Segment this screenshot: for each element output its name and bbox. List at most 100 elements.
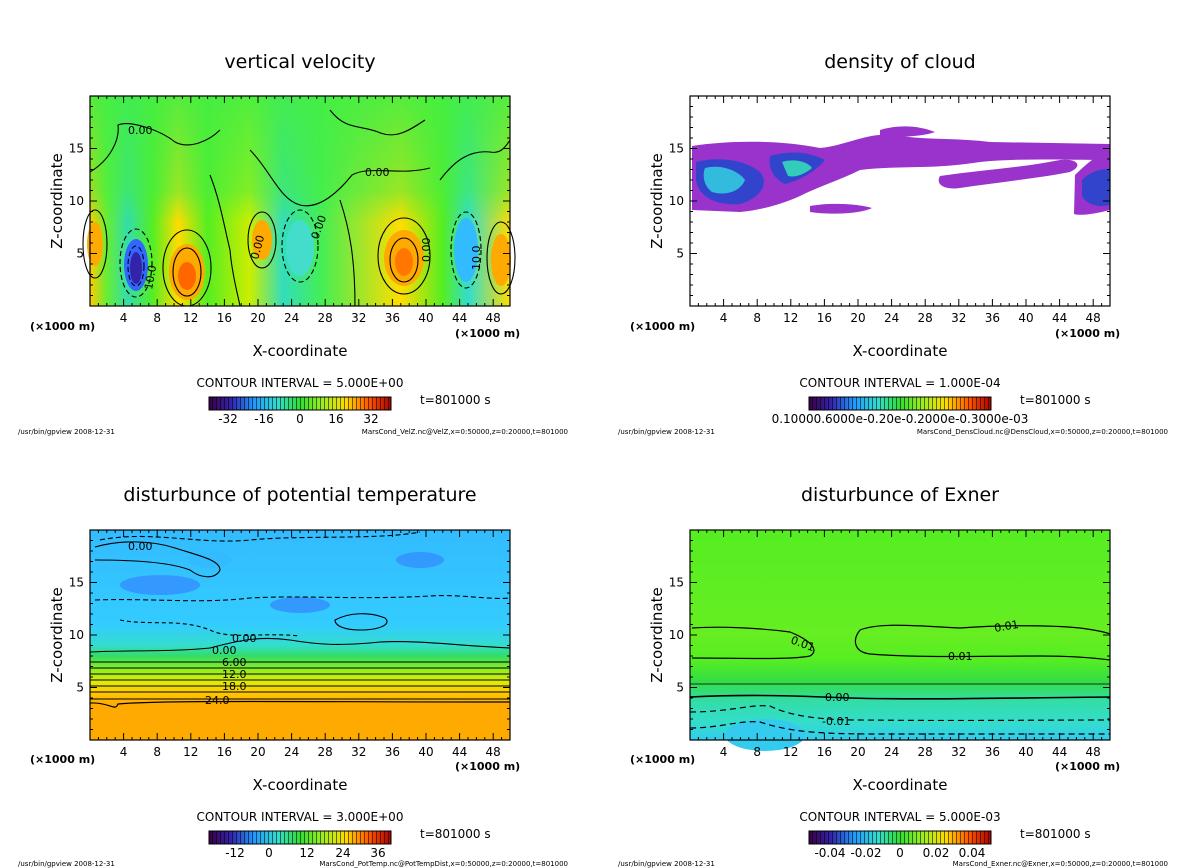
field-fill: [690, 530, 1110, 740]
x-axis-label: X-coordinate: [853, 342, 948, 360]
x-tick-label: 44: [452, 311, 467, 325]
y-tick-label: 15: [69, 142, 84, 156]
plot-area: 0.00 0.00 0.00 0.00 0.00 10.0 10.0: [82, 95, 516, 307]
colorbar-tick: 0.04: [959, 846, 986, 860]
contour-label: 0.00: [365, 166, 390, 179]
x-tick-label: 20: [250, 745, 265, 759]
y-tick-label: 5: [76, 247, 84, 261]
colorbar-divisions: [809, 397, 991, 410]
cold-patch: [396, 552, 444, 568]
x-tick-label: 36: [385, 311, 400, 325]
x-tick-label: 4: [120, 745, 128, 759]
footer-left: /usr/bin/gpview 2008-12-31: [618, 428, 715, 436]
x-tick-label: 16: [217, 311, 232, 325]
x-tick-label: 32: [351, 745, 366, 759]
x-unit-label-right: (×1000 m): [455, 327, 520, 340]
time-label: t=801000 s: [1020, 827, 1091, 841]
colorbar-tick: -0.04: [814, 846, 845, 860]
x-tick-label: 4: [720, 311, 728, 325]
colorbar-tick: 32: [363, 412, 378, 426]
contour-label: 0.00: [128, 124, 153, 137]
panel-exner: disturbunce of Exner 0.01 0.01 0.01 0.00…: [618, 484, 1168, 868]
contour-label: 0.00: [212, 644, 237, 657]
colorbar-tick: 0: [296, 412, 304, 426]
y-tick-label: 5: [676, 247, 684, 261]
x-tick-label: 40: [418, 745, 433, 759]
x-tick-label: 24: [884, 745, 899, 759]
cloud-fragment: [810, 203, 872, 214]
x-tick-label: 8: [153, 745, 161, 759]
footer-right: MarsCond_Exner.nc@Exner,x=0:50000,z=0:20…: [953, 860, 1168, 868]
contour-label: 10.0: [142, 264, 159, 290]
colorbar-frame: [208, 830, 392, 845]
footer-left: /usr/bin/gpview 2008-12-31: [18, 860, 115, 868]
panel-density-of-cloud: density of cloud 4 8 12 16 20 24 28 32 36 40 44 485…: [618, 51, 1168, 436]
cloud-core-inner: [703, 166, 745, 194]
time-label: t=801000 s: [1020, 393, 1091, 407]
x-axis-label: X-coordinate: [253, 776, 348, 794]
y-tick-label: 5: [76, 681, 84, 695]
cold-patch: [120, 575, 200, 595]
x-unit-label-right: (×1000 m): [455, 760, 520, 773]
x-tick-label: 4: [120, 311, 128, 325]
contour-label: 12.0: [222, 668, 247, 681]
y-axis-label: Z-coordinate: [48, 153, 66, 248]
y-tick-label: 10: [69, 628, 84, 642]
contour-label: 6.00: [222, 656, 247, 669]
x-unit-label: (×1000 m): [630, 320, 695, 333]
updraft-core-inner: [395, 248, 413, 276]
chart-title: disturbunce of potential temperature: [123, 484, 476, 506]
x-tick-label: 8: [753, 745, 761, 759]
x-tick-label: 48: [486, 745, 501, 759]
downdraft-core-inner: [130, 252, 142, 284]
x-unit-label: (×1000 m): [30, 753, 95, 766]
colorbar-tick: 16: [328, 412, 343, 426]
y-tick-label: 5: [676, 681, 684, 695]
cloud-fragment: [938, 159, 1078, 189]
contour-label: 0.00: [248, 234, 267, 261]
y-axis-label: Z-coordinate: [48, 587, 66, 682]
updraft-core: [252, 220, 272, 260]
x-tick-label: 40: [1018, 745, 1033, 759]
contour-label: 0.00: [128, 540, 153, 553]
chart-title: disturbunce of Exner: [801, 484, 999, 506]
x-unit-label-right: (×1000 m): [1055, 760, 1120, 773]
colorbar-divisions: [209, 397, 391, 410]
colorbar-tick: 0.02: [923, 846, 950, 860]
y-tick-label: 15: [669, 576, 684, 590]
contour-label: 0.01: [993, 618, 1019, 635]
colorbar-frame: [808, 396, 992, 411]
x-tick-label: 12: [783, 745, 798, 759]
contour-label: 10.0: [470, 246, 483, 271]
contour-label: 0.00: [420, 238, 433, 263]
x-tick-label: 20: [250, 311, 265, 325]
colorbar-tick: 24: [335, 846, 350, 860]
colorbar-tick: 36: [370, 846, 385, 860]
y-axis-label: Z-coordinate: [648, 153, 666, 248]
y-tick-label: 10: [669, 194, 684, 208]
x-tick-label: 12: [783, 311, 798, 325]
x-tick-label: 44: [1052, 311, 1067, 325]
updraft-core: [491, 234, 511, 286]
footer-right: MarsCond_DensCloud.nc@DensCloud,x=0:5000…: [917, 428, 1168, 436]
x-axis-label: X-coordinate: [853, 776, 948, 794]
footer-left: /usr/bin/gpview 2008-12-31: [18, 428, 115, 436]
x-tick-label: 28: [918, 745, 933, 759]
field-fill: [90, 530, 510, 740]
plot-area: [689, 95, 1111, 307]
footer-right: MarsCond_PotTemp.nc@PotTempDist,x=0:5000…: [319, 860, 568, 868]
colorbar-divisions: [209, 831, 391, 844]
colorbar-divisions: [809, 831, 991, 844]
x-tick-label: 20: [850, 311, 865, 325]
panel-vertical-velocity: vertical velocity: [18, 51, 568, 436]
x-unit-label: (×1000 m): [630, 753, 695, 766]
cloud-fragment: [880, 126, 935, 137]
x-tick-label: 24: [284, 311, 299, 325]
cold-patch: [270, 597, 330, 613]
colorbar-frame: [808, 830, 992, 845]
x-tick-label: 48: [486, 311, 501, 325]
